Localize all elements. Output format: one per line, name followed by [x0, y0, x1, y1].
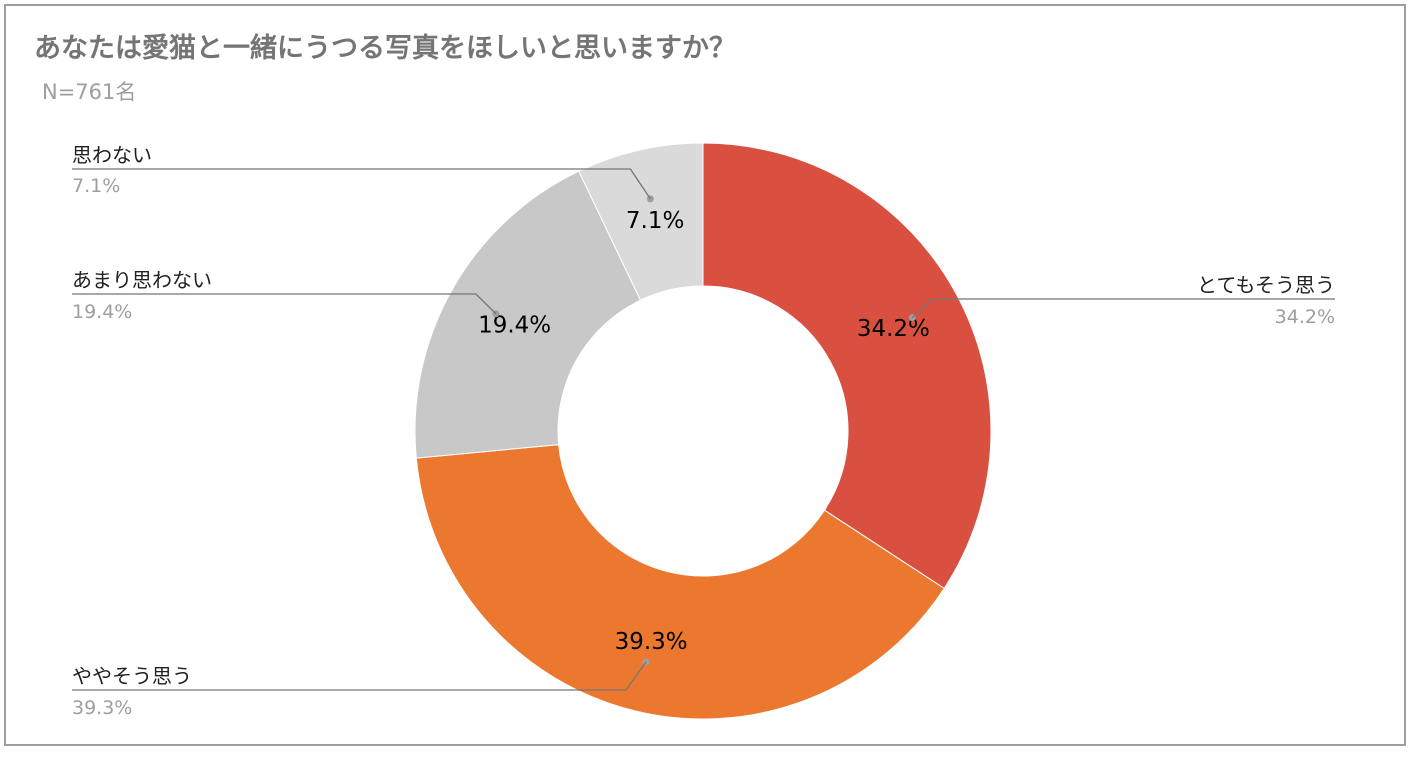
callout-line: [911, 298, 1335, 319]
donut-slice: [414, 170, 642, 459]
donut-slice: [415, 444, 945, 720]
donut-slice: [702, 142, 992, 590]
callout-line: [72, 661, 647, 691]
callout-category-label: ややそう思う: [72, 664, 192, 688]
callout-category-label: とてもそう思う: [1197, 273, 1335, 297]
slice-value-label: 34.2%: [857, 316, 930, 342]
slice-value-label: 39.3%: [615, 629, 688, 655]
callout-category-label: 思わない: [72, 143, 152, 167]
callout-percent-label: 7.1%: [72, 175, 120, 197]
slice-value-label: 7.1%: [626, 208, 684, 234]
callout-line: [72, 293, 497, 315]
callout-percent-label: 34.2%: [1275, 306, 1335, 328]
donut-slice: [578, 142, 704, 301]
chart-title: あなたは愛猫と一緒にうつる写真をほしいと思いますか？: [34, 33, 736, 64]
callout-percent-label: 39.3%: [72, 697, 132, 719]
slice-value-label: 19.4%: [478, 312, 551, 338]
chart-subtitle: N=761名: [42, 80, 137, 104]
callout-category-label: あまり思わない: [72, 268, 212, 292]
callout-percent-label: 19.4%: [72, 301, 132, 323]
callout-line: [72, 168, 651, 200]
